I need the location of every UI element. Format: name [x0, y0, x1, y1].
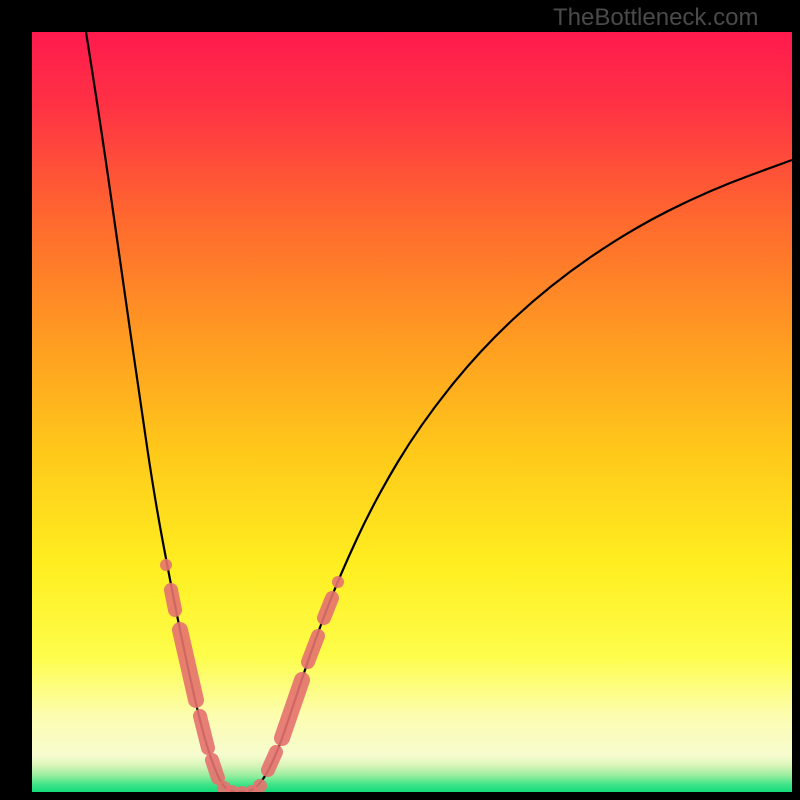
gradient-background — [32, 32, 792, 792]
watermark-text: TheBottleneck.com — [553, 4, 758, 32]
plot-area — [32, 32, 792, 792]
chart-root: TheBottleneck.com — [0, 0, 800, 800]
